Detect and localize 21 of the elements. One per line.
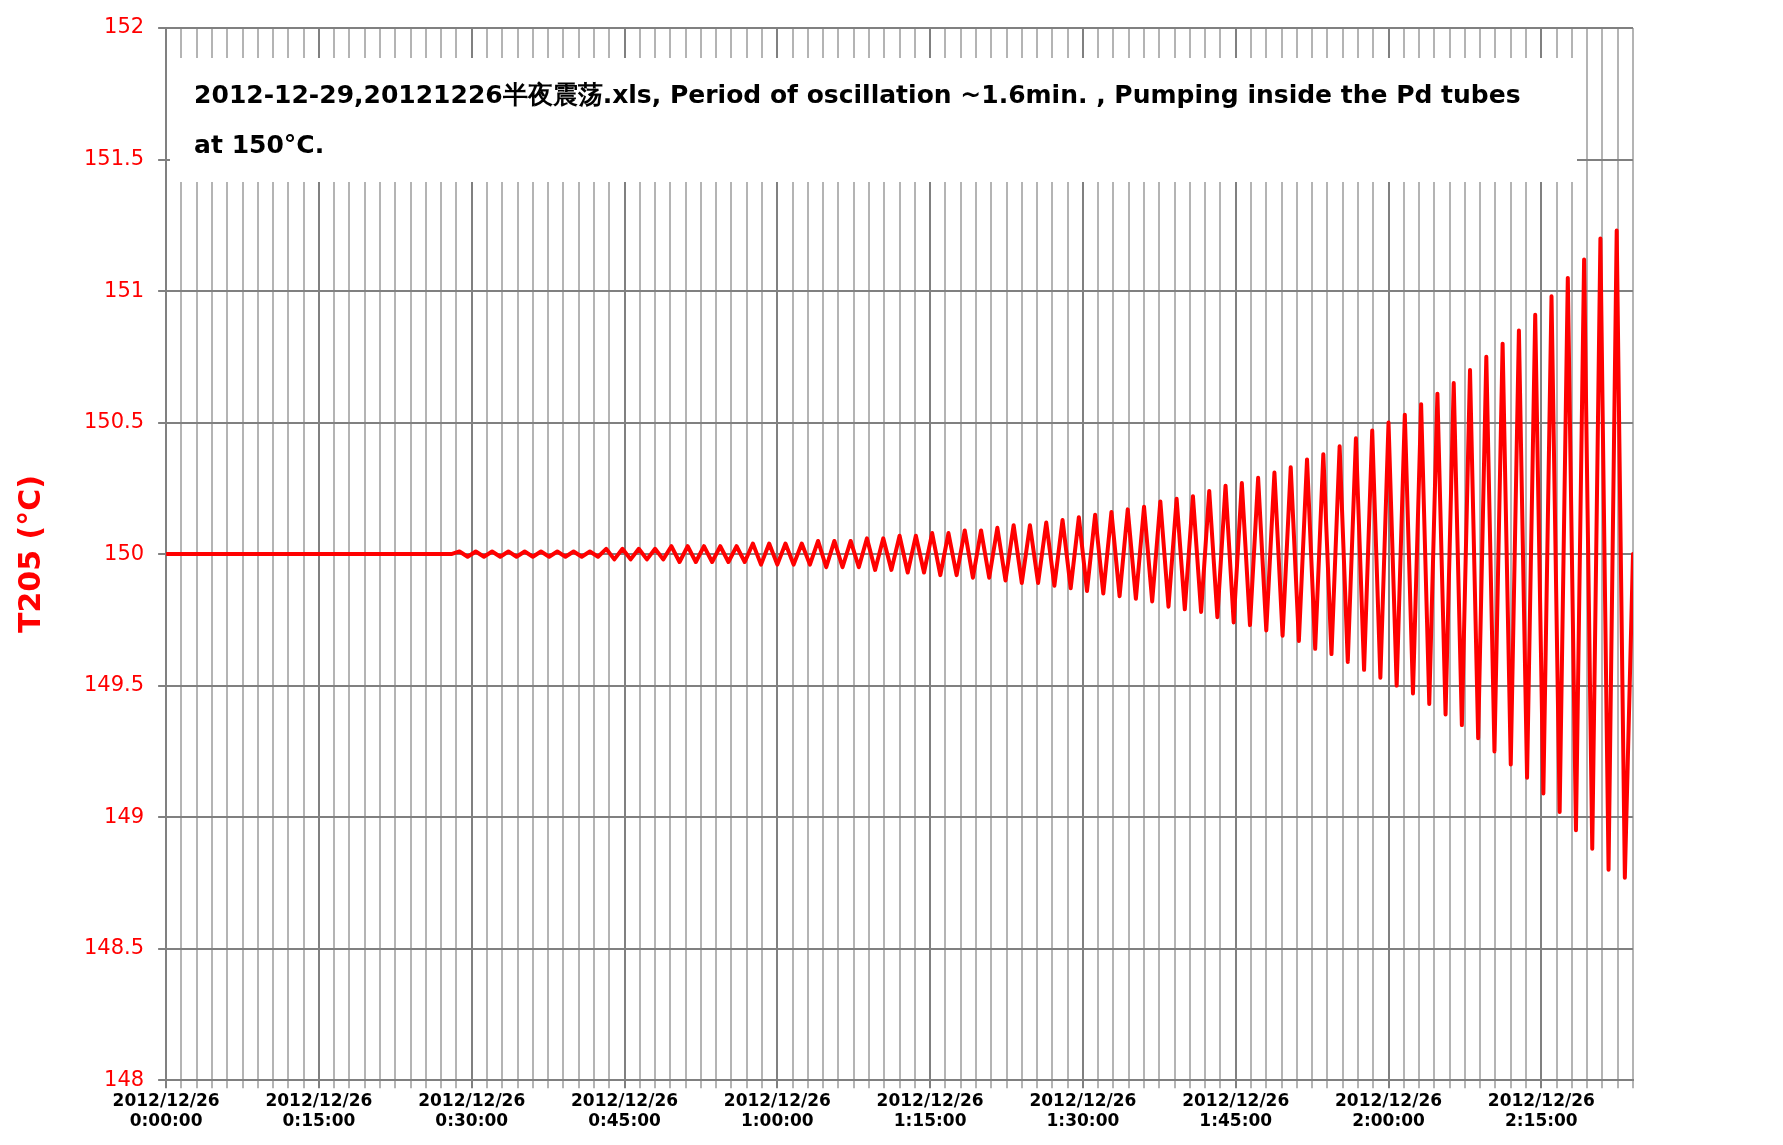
x-tick-label: 2012/12/26 0:30:00 <box>418 1089 526 1131</box>
x-tick-label: 2012/12/26 1:15:00 <box>876 1089 984 1131</box>
y-tick-label: 148 <box>104 1066 145 1091</box>
x-tick-label: 2012/12/26 1:00:00 <box>723 1089 831 1131</box>
y-tick-label: 152 <box>104 14 145 39</box>
y-axis-title: T205 (°C) <box>11 475 47 634</box>
x-tick-label: 2012/12/26 1:45:00 <box>1182 1089 1290 1131</box>
x-tick-label: 2012/12/26 2:15:00 <box>1487 1089 1595 1131</box>
y-tick-label: 149.5 <box>83 672 145 697</box>
x-tick-label: 2012/12/26 0:00:00 <box>112 1089 220 1131</box>
y-tick-label: 149 <box>104 803 145 828</box>
x-tick-label: 2012/12/26 1:30:00 <box>1029 1089 1137 1131</box>
x-tick-label: 2012/12/26 0:45:00 <box>571 1089 679 1131</box>
y-tick-label: 151 <box>104 277 145 302</box>
y-tick-label: 150.5 <box>83 409 145 434</box>
y-tick-label: 150 <box>104 540 145 565</box>
x-tick-label: 2012/12/26 0:15:00 <box>265 1089 373 1131</box>
x-tick-label: 2012/12/26 2:00:00 <box>1335 1089 1443 1131</box>
y-tick-label: 151.5 <box>83 145 145 170</box>
note-box: 2012-12-29,20121226半夜震荡.xls, Period of oscillation ~1.6min. , Pumping inside the Pd tubes at 150°C. <box>170 58 1577 182</box>
y-tick-label: 148.5 <box>83 935 145 960</box>
